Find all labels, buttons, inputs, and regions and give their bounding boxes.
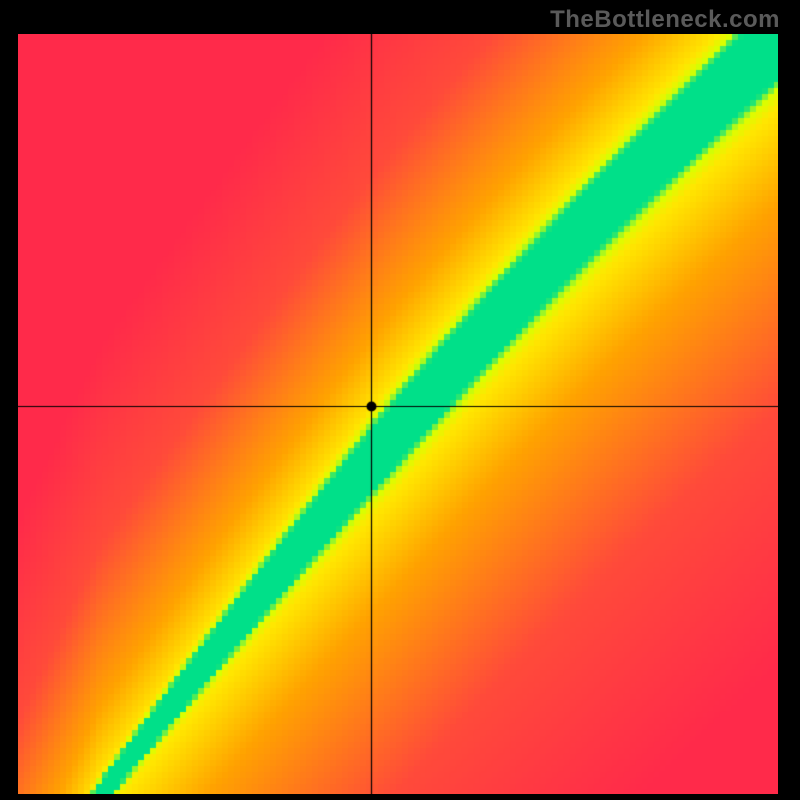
watermark-text: TheBottleneck.com: [550, 6, 780, 34]
heatmap-area: [18, 34, 778, 794]
chart-container: TheBottleneck.com: [0, 0, 800, 800]
heatmap-canvas: [18, 34, 778, 794]
